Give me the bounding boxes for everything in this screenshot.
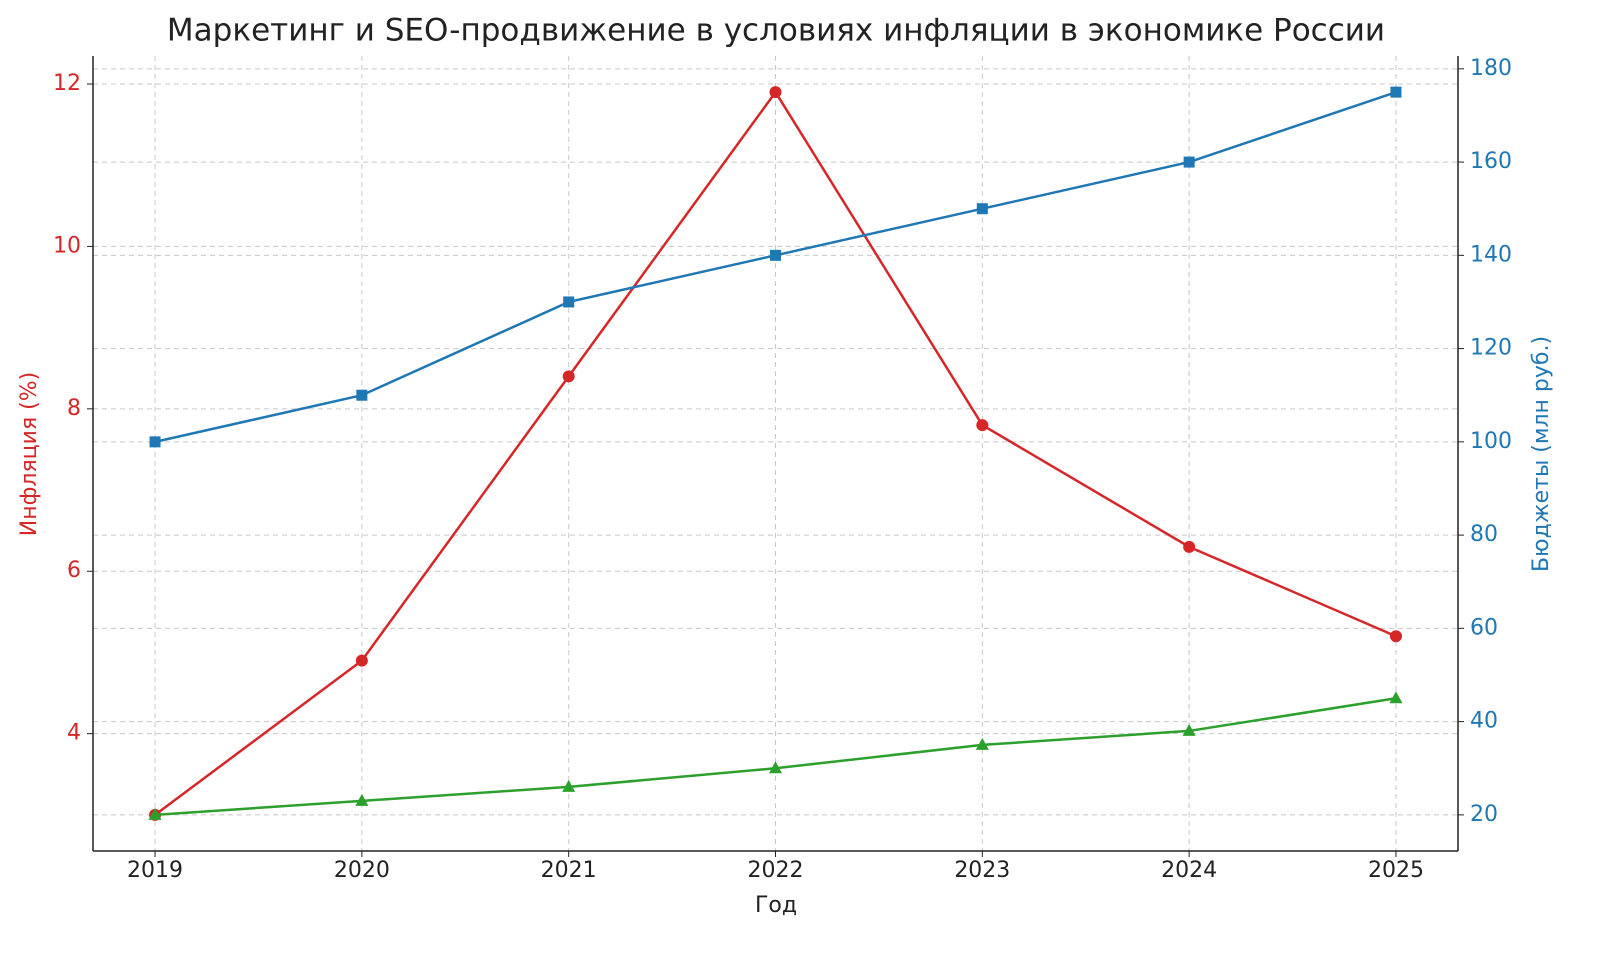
x-tick-label: 2019 xyxy=(127,858,183,883)
point xyxy=(769,86,782,99)
point xyxy=(148,807,162,820)
point xyxy=(1183,540,1196,553)
point xyxy=(563,296,575,308)
point xyxy=(976,203,988,215)
y2-tick-label: 60 xyxy=(1470,615,1498,640)
point xyxy=(1389,691,1403,704)
y2-tick-label: 180 xyxy=(1470,56,1512,81)
y2-tick-label: 160 xyxy=(1470,149,1512,174)
point xyxy=(356,389,368,401)
y2-tick-label: 80 xyxy=(1470,522,1498,547)
point xyxy=(355,654,368,667)
point xyxy=(1183,156,1195,168)
y2-axis-label: Бюджеты (млн руб.) xyxy=(1529,336,1554,572)
x-axis-label: Год xyxy=(755,893,797,918)
point xyxy=(769,761,782,774)
y-tick-label: 10 xyxy=(53,233,81,258)
point xyxy=(976,419,989,432)
chart-title: Маркетинг и SEO-продвижение в условиях и… xyxy=(167,13,1385,49)
x-tick-label: 2023 xyxy=(954,858,1010,883)
x-tick-label: 2020 xyxy=(334,858,390,883)
y2-tick-label: 100 xyxy=(1470,429,1512,454)
x-tick-label: 2022 xyxy=(748,858,804,883)
y2-tick-label: 20 xyxy=(1470,802,1498,827)
y-axis-label: Инфляция (%) xyxy=(17,372,42,537)
y2-tick-label: 120 xyxy=(1470,336,1512,361)
point xyxy=(562,370,575,383)
x-tick-label: 2021 xyxy=(541,858,597,883)
point xyxy=(1390,86,1402,98)
point xyxy=(975,737,989,750)
y2-tick-label: 140 xyxy=(1470,242,1512,267)
point xyxy=(770,249,781,261)
x-tick-label: 2024 xyxy=(1161,858,1217,883)
point xyxy=(1389,630,1402,643)
y-tick-label: 6 xyxy=(67,558,81,583)
point xyxy=(562,779,576,792)
y2-tick-label: 40 xyxy=(1470,709,1498,734)
point xyxy=(1182,723,1196,736)
y-tick-label: 8 xyxy=(67,396,81,421)
y-tick-label: 12 xyxy=(53,71,81,96)
point xyxy=(355,793,369,806)
point xyxy=(149,436,161,448)
y-tick-label: 4 xyxy=(67,721,81,746)
x-tick-label: 2025 xyxy=(1368,858,1424,883)
